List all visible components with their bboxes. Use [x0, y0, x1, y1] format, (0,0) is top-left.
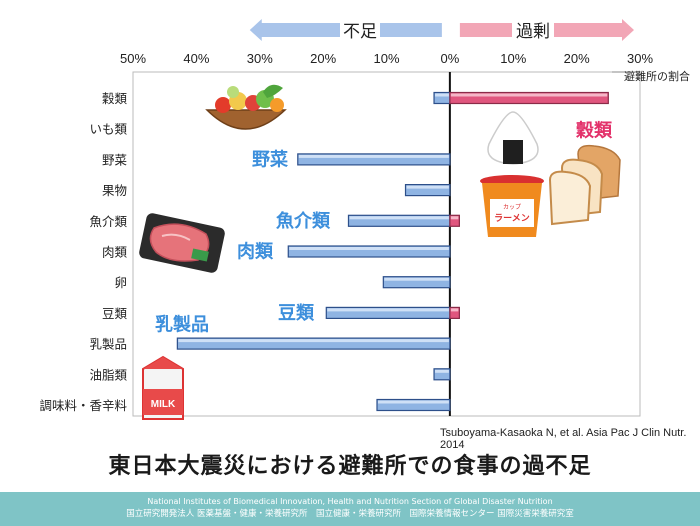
- excess-label-bg: [512, 20, 554, 40]
- category-label: 肉類: [102, 245, 128, 260]
- bar-excess: [449, 306, 460, 319]
- x-tick-label: 20%: [310, 51, 336, 66]
- category-label: 穀類: [102, 91, 128, 106]
- bars: [176, 91, 609, 412]
- annotation-label: 乳製品: [155, 315, 209, 336]
- category-label: いも類: [89, 122, 127, 137]
- bar-deficit-highlight: [289, 247, 449, 250]
- bar-excess: [449, 91, 609, 105]
- footer-english: National Institutes of Biomedical Innova…: [147, 497, 553, 506]
- x-tick-label: 10%: [500, 51, 526, 66]
- x-tick-label: 10%: [373, 51, 399, 66]
- meat-tray-icon: [139, 213, 225, 273]
- category-label: 野菜: [102, 152, 128, 167]
- bar-excess: [449, 214, 460, 227]
- bar-deficit-highlight: [298, 154, 449, 158]
- bread-icon: [548, 144, 621, 226]
- category-label: 調味料・香辛料: [39, 398, 127, 413]
- svg-text:MILK: MILK: [151, 399, 176, 410]
- bar-deficit-highlight: [327, 308, 449, 312]
- plot-frame: [132, 71, 641, 417]
- category-label: 魚介類: [89, 214, 127, 229]
- bar-deficit: [297, 153, 451, 166]
- page-title: 東日本大震災における避難所での食事の過不足: [108, 454, 592, 479]
- annotation-label: 魚介類: [276, 210, 331, 232]
- x-tick-label: 20%: [564, 51, 590, 66]
- x-tick-label: 0%: [440, 51, 459, 66]
- milk-carton-icon: MILK: [142, 355, 184, 420]
- x-axis-label: 避難所の割合: [624, 69, 690, 83]
- deficit-label-bg: [340, 20, 380, 40]
- bar-deficit-highlight: [435, 93, 449, 97]
- bar-excess-highlight: [450, 308, 459, 312]
- category-label: 豆類: [102, 306, 128, 321]
- bar-deficit-highlight: [178, 339, 449, 343]
- excess-arrow-label: 過剰: [516, 22, 550, 42]
- bar-deficit: [404, 184, 451, 197]
- annotation-label: 肉類: [237, 241, 274, 263]
- bar-deficit: [376, 398, 451, 412]
- rice-ball-icon: [487, 111, 539, 165]
- annotation-label: 穀類: [576, 121, 613, 142]
- bar-deficit-highlight: [349, 216, 449, 220]
- bar-deficit-highlight: [384, 277, 449, 281]
- bar-deficit: [433, 368, 451, 381]
- deficit-arrow-label: 不足: [343, 22, 377, 42]
- bar-deficit: [176, 337, 451, 350]
- x-tick-label: 50%: [120, 51, 146, 66]
- bar-deficit-highlight: [435, 369, 449, 373]
- annotation-label: 豆類: [278, 303, 315, 324]
- bar-excess-highlight: [450, 216, 459, 220]
- category-label: 乳製品: [89, 337, 127, 352]
- x-tick-label: 40%: [183, 51, 209, 66]
- category-label: 卵: [114, 275, 127, 290]
- vegetable-basket-icon: [205, 84, 287, 130]
- cup-ramen-label-main: ラーメン: [494, 213, 530, 224]
- annotation-label: 野菜: [252, 149, 288, 170]
- citation: Tsuboyama-Kasaoka N, et al. Asia Pac J C…: [440, 427, 687, 451]
- category-label: 油脂類: [89, 367, 127, 382]
- category-label: 果物: [102, 183, 127, 198]
- footer: National Institutes of Biomedical Innova…: [0, 492, 700, 526]
- direction-arrows: 不足 過剰: [249, 19, 634, 42]
- bar-excess-highlight: [450, 93, 608, 97]
- footer-japanese: 国立研究開発法人 医薬基盤・健康・栄養研究所 国立健康・栄養研究所 国際栄養情報…: [126, 509, 574, 519]
- x-axis-ticks: 50% 40% 30% 20% 10% 0% 10% 20% 30%: [120, 51, 653, 66]
- bar-deficit-highlight: [377, 400, 449, 404]
- bar-deficit: [287, 245, 451, 258]
- cup-ramen-label-top: カップ: [503, 204, 521, 211]
- x-tick-label: 30%: [247, 51, 273, 66]
- bar-deficit: [382, 276, 451, 289]
- bar-deficit-highlight: [406, 185, 449, 189]
- x-tick-label: 30%: [627, 51, 653, 66]
